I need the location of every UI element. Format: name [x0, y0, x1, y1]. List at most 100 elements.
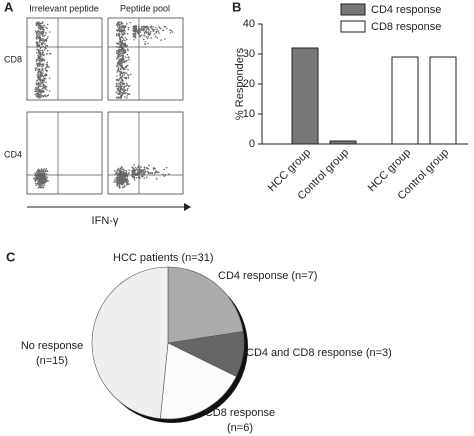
event-dot	[129, 21, 132, 24]
event-dot	[45, 169, 47, 171]
event-dot	[140, 26, 143, 28]
event-dot	[123, 31, 125, 34]
event-dot	[41, 79, 44, 82]
event-dot	[120, 87, 123, 90]
event-dot	[118, 63, 120, 66]
event-dot	[45, 44, 47, 47]
event-dot	[117, 67, 120, 70]
slice-label: (n=6)	[227, 422, 253, 434]
event-dot	[45, 47, 47, 50]
event-dot	[115, 85, 118, 88]
event-dot	[40, 39, 42, 42]
event-dot	[46, 89, 48, 91]
event-dot	[43, 168, 45, 170]
event-dot	[121, 61, 124, 64]
event-dot	[119, 167, 122, 170]
event-dot	[45, 81, 47, 84]
event-dot	[115, 33, 118, 35]
event-dot	[38, 94, 40, 96]
event-dot	[115, 181, 118, 184]
event-dot	[143, 166, 146, 168]
event-dot	[132, 33, 135, 36]
event-dot	[126, 95, 129, 97]
event-dot	[121, 22, 124, 25]
slice-label: (n=15)	[36, 355, 68, 367]
event-dot	[35, 37, 38, 39]
event-dot	[126, 175, 128, 177]
event-dot	[165, 166, 168, 169]
event-dot	[37, 57, 40, 60]
event-dot	[38, 51, 40, 53]
event-dot	[126, 59, 128, 62]
event-dot	[122, 54, 125, 56]
event-dot	[118, 49, 120, 52]
event-dot	[116, 52, 119, 55]
event-dot	[37, 87, 40, 89]
event-dot	[42, 63, 45, 65]
event-dot	[39, 170, 41, 172]
event-dot	[125, 77, 128, 80]
pie-slice	[159, 342, 237, 420]
event-dot	[150, 37, 153, 39]
column-label: Irrelevant peptide	[29, 3, 99, 13]
event-dot	[44, 34, 47, 36]
event-dot	[162, 29, 165, 32]
event-dot	[121, 40, 123, 42]
event-dot	[117, 79, 120, 82]
event-dot	[145, 30, 147, 32]
event-dot	[147, 31, 149, 33]
event-dot	[164, 38, 166, 40]
event-dot	[37, 73, 40, 75]
event-dot	[119, 58, 122, 60]
event-dot	[139, 35, 141, 38]
event-dot	[156, 28, 158, 31]
event-dot	[123, 59, 125, 62]
event-dot	[143, 172, 146, 174]
event-dot	[38, 88, 41, 91]
event-dot	[42, 70, 44, 72]
event-dot	[36, 51, 38, 54]
event-dot	[34, 69, 37, 72]
event-dot	[37, 85, 39, 88]
event-dot	[127, 77, 130, 79]
event-dot	[152, 167, 155, 169]
event-dot	[120, 91, 123, 94]
legend-swatch	[340, 20, 366, 33]
event-dot	[156, 171, 159, 173]
event-dot	[127, 68, 129, 71]
event-dot	[124, 49, 126, 51]
event-dot	[118, 55, 120, 58]
event-dot	[132, 29, 134, 32]
event-dot	[121, 179, 124, 181]
event-dot	[36, 92, 39, 95]
event-dot	[43, 40, 46, 43]
event-dot	[34, 93, 36, 96]
event-dot	[40, 168, 43, 170]
event-dot	[131, 172, 134, 174]
event-dot	[38, 96, 40, 98]
event-dot	[48, 52, 51, 55]
event-dot	[40, 78, 42, 81]
event-dot	[127, 85, 130, 88]
event-dot	[115, 91, 118, 94]
event-dot	[40, 94, 43, 96]
event-dot	[117, 87, 120, 89]
event-dot	[115, 82, 118, 85]
event-dot	[40, 75, 42, 78]
event-dot	[124, 76, 126, 79]
event-dot	[140, 166, 142, 168]
event-dot	[119, 77, 121, 80]
event-dot	[45, 168, 48, 170]
event-dot	[123, 28, 125, 30]
event-dot	[46, 61, 48, 64]
event-dot	[152, 26, 154, 28]
event-dot	[37, 29, 40, 32]
x-axis-label: IFN-γ	[92, 215, 119, 227]
event-dot	[43, 49, 46, 51]
event-dot	[113, 181, 115, 183]
event-dot	[36, 171, 38, 173]
event-dot	[36, 76, 39, 79]
event-dot	[163, 168, 165, 171]
event-dot	[119, 71, 121, 73]
event-dot	[150, 25, 152, 28]
